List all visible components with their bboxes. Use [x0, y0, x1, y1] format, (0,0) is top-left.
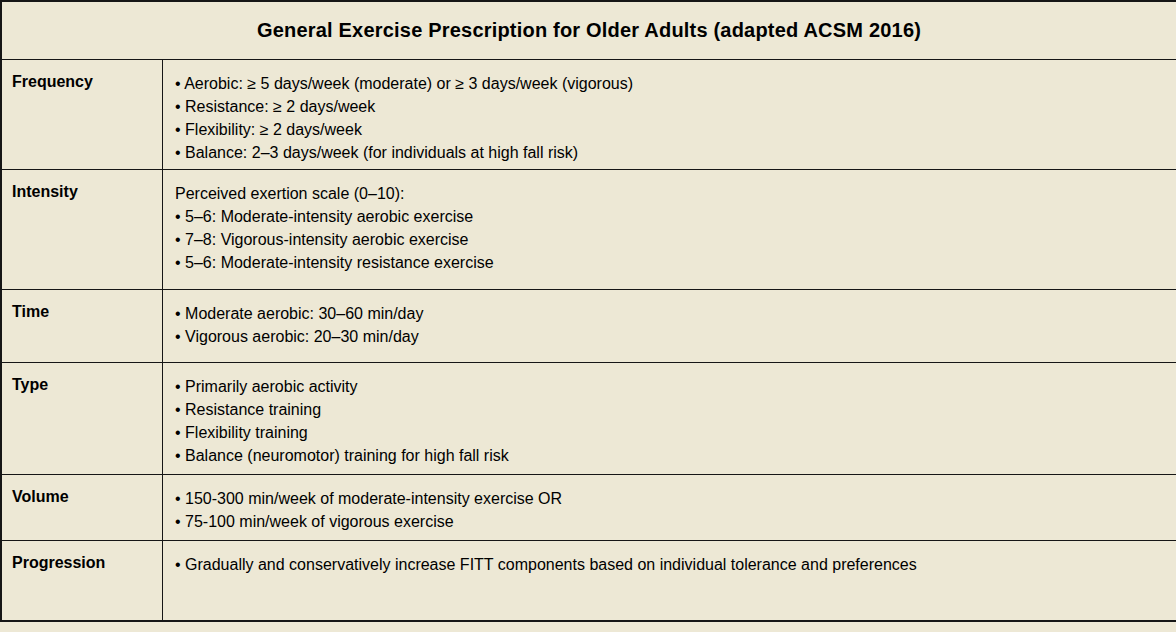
- exercise-prescription-table: General Exercise Prescription for Older …: [0, 0, 1176, 622]
- row-label: Type: [2, 363, 163, 474]
- content-line: • Aerobic: ≥ 5 days/week (moderate) or ≥…: [175, 72, 1162, 95]
- content-line: • Gradually and conservatively increase …: [175, 553, 1162, 576]
- content-line: • Moderate aerobic: 30–60 min/day: [175, 302, 1162, 325]
- row-label: Frequency: [2, 60, 163, 169]
- table-row-intensity: IntensityPerceived exertion scale (0–10)…: [2, 170, 1176, 290]
- content-line: • 7–8: Vigorous-intensity aerobic exerci…: [175, 228, 1162, 251]
- content-line: • 5–6: Moderate-intensity aerobic exerci…: [175, 205, 1162, 228]
- row-content: Perceived exertion scale (0–10):• 5–6: M…: [163, 170, 1176, 289]
- row-content: • Primarily aerobic activity• Resistance…: [163, 363, 1176, 474]
- content-line: • 75-100 min/week of vigorous exercise: [175, 510, 1162, 533]
- content-line: • Resistance: ≥ 2 days/week: [175, 95, 1162, 118]
- row-label: Progression: [2, 541, 163, 620]
- content-line: • Balance (neuromotor) training for high…: [175, 444, 1162, 467]
- table-title: General Exercise Prescription for Older …: [257, 19, 921, 42]
- table-title-row: General Exercise Prescription for Older …: [2, 2, 1176, 60]
- table-row-time: Time• Moderate aerobic: 30–60 min/day• V…: [2, 290, 1176, 363]
- content-line: • Primarily aerobic activity: [175, 375, 1162, 398]
- row-content: • Moderate aerobic: 30–60 min/day• Vigor…: [163, 290, 1176, 362]
- content-line: • 5–6: Moderate-intensity resistance exe…: [175, 251, 1162, 274]
- row-label: Time: [2, 290, 163, 362]
- content-line: • Flexibility training: [175, 421, 1162, 444]
- content-line: • 150-300 min/week of moderate-intensity…: [175, 487, 1162, 510]
- table-row-volume: Volume • 150-300 min/week of moderate-int…: [2, 475, 1176, 541]
- table-row-progression: Progression • Gradually and conservativel…: [2, 541, 1176, 620]
- table-row-type: Type• Primarily aerobic activity• Resist…: [2, 363, 1176, 475]
- row-content: • Aerobic: ≥ 5 days/week (moderate) or ≥…: [163, 60, 1176, 169]
- content-line: • Resistance training: [175, 398, 1162, 421]
- content-line: • Flexibility: ≥ 2 days/week: [175, 118, 1162, 141]
- row-label: Volume: [2, 475, 163, 540]
- row-content: • 150-300 min/week of moderate-intensity…: [163, 475, 1176, 540]
- row-content: • Gradually and conservatively increase …: [163, 541, 1176, 620]
- content-line: • Vigorous aerobic: 20–30 min/day: [175, 325, 1162, 348]
- row-label: Intensity: [2, 170, 163, 289]
- content-line: Perceived exertion scale (0–10):: [175, 182, 1162, 205]
- table-row-frequency: Frequency • Aerobic: ≥ 5 days/week (moder…: [2, 60, 1176, 170]
- content-line: • Balance: 2–3 days/week (for individual…: [175, 141, 1162, 164]
